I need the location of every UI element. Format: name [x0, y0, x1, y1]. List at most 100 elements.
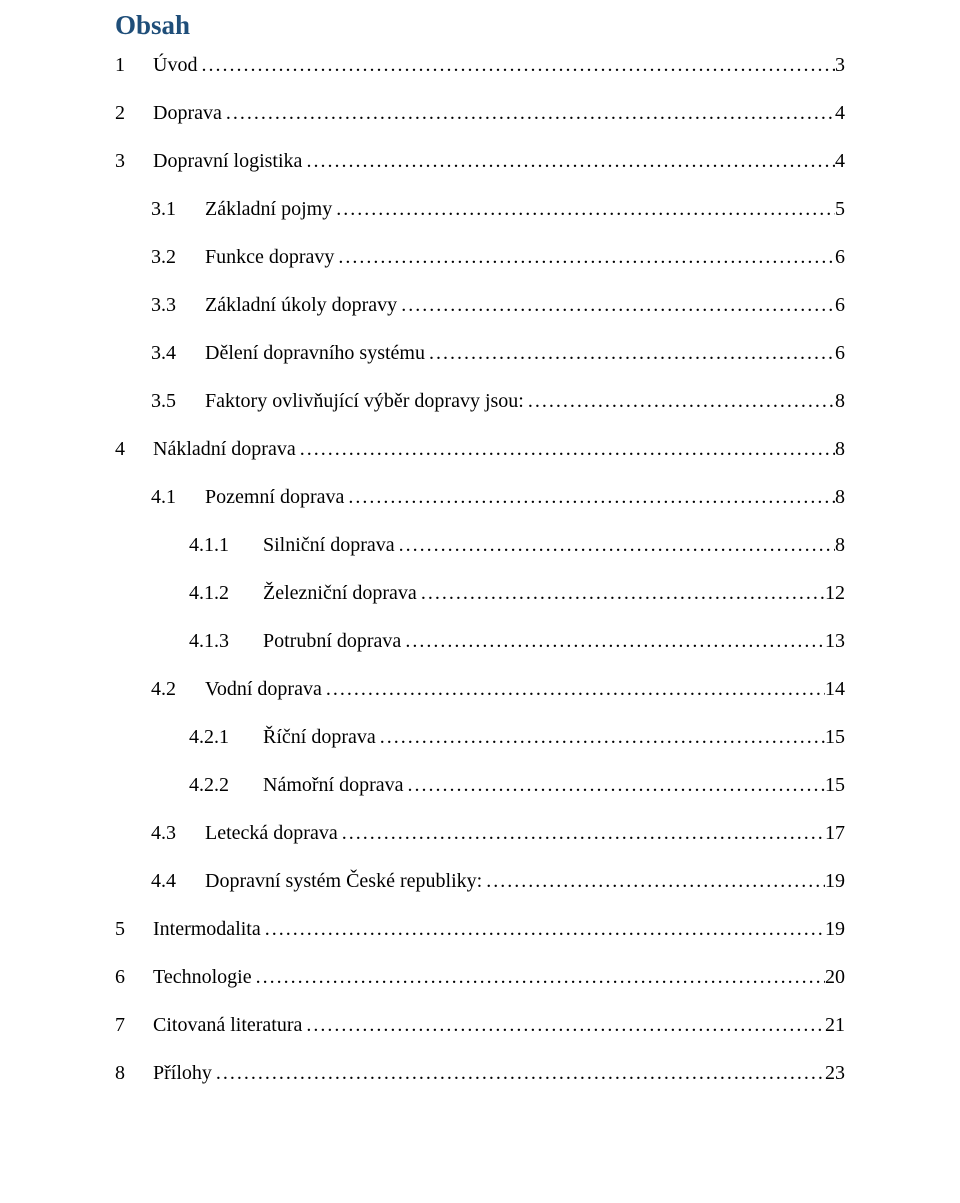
toc-leader-dots — [395, 535, 835, 555]
toc-entry-label: Funkce dopravy — [205, 247, 334, 267]
toc-entry-number: 3.3 — [151, 295, 205, 315]
toc-entry-number: 6 — [115, 967, 153, 987]
toc-entry: 6Technologie 20 — [115, 967, 845, 987]
toc-entry-number: 4.2.1 — [189, 727, 263, 747]
toc-entry-number: 3.4 — [151, 343, 205, 363]
toc-leader-dots — [401, 631, 825, 651]
toc-entry-label: Pozemní doprava — [205, 487, 344, 507]
toc-entry: 3.2Funkce dopravy 6 — [115, 247, 845, 267]
toc-entry: 4.1.2Železniční doprava 12 — [115, 583, 845, 603]
toc-leader-dots — [197, 55, 835, 75]
toc-entry: 3.4Dělení dopravního systému 6 — [115, 343, 845, 363]
toc-entry-page: 5 — [835, 199, 845, 219]
toc-entry-number: 3 — [115, 151, 153, 171]
toc-entry-label: Námořní doprava — [263, 775, 404, 795]
toc-entry-page: 12 — [825, 583, 845, 603]
toc-leader-dots — [252, 967, 825, 987]
toc-entry-number: 4 — [115, 439, 153, 459]
toc-entry-page: 20 — [825, 967, 845, 987]
toc-leader-dots — [261, 919, 825, 939]
toc-entry: 4.1.3Potrubní doprava 13 — [115, 631, 845, 651]
toc-entry-number: 4.2 — [151, 679, 205, 699]
toc-title: Obsah — [115, 10, 845, 41]
toc-entry-page: 17 — [825, 823, 845, 843]
toc-entry-number: 1 — [115, 55, 153, 75]
toc-entry-number: 3.5 — [151, 391, 205, 411]
toc-entry-label: Dopravní systém České republiky: — [205, 871, 482, 891]
toc-entry-label: Železniční doprava — [263, 583, 417, 603]
toc-entry-number: 4.1.2 — [189, 583, 263, 603]
toc-entry-page: 14 — [825, 679, 845, 699]
toc-leader-dots — [425, 343, 835, 363]
toc-entry-number: 4.4 — [151, 871, 205, 891]
toc-entry-label: Nákladní doprava — [153, 439, 296, 459]
toc-entry-label: Dopravní logistika — [153, 151, 302, 171]
toc-entry-label: Základní pojmy — [205, 199, 332, 219]
toc-leader-dots — [344, 487, 835, 507]
toc-entry-label: Základní úkoly dopravy — [205, 295, 397, 315]
toc-leader-dots — [397, 295, 835, 315]
toc-entry: 5Intermodalita 19 — [115, 919, 845, 939]
toc-entry-page: 4 — [835, 151, 845, 171]
toc-entry-page: 13 — [825, 631, 845, 651]
toc-entry-page: 8 — [835, 487, 845, 507]
toc-entry-page: 15 — [825, 727, 845, 747]
toc-entry-label: Říční doprava — [263, 727, 376, 747]
toc-entry-label: Silniční doprava — [263, 535, 395, 555]
toc-entry-number: 4.3 — [151, 823, 205, 843]
toc-entry-page: 6 — [835, 247, 845, 267]
toc-entry-page: 6 — [835, 295, 845, 315]
toc-entry-page: 21 — [825, 1015, 845, 1035]
toc-leader-dots — [332, 199, 835, 219]
toc-entry: 4.1.1Silniční doprava8 — [115, 535, 845, 555]
toc-entry-page: 19 — [825, 919, 845, 939]
toc-entry-label: Intermodalita — [153, 919, 261, 939]
toc-leader-dots — [302, 1015, 825, 1035]
toc-entry-page: 3 — [835, 55, 845, 75]
toc-leader-dots — [376, 727, 825, 747]
toc-entry-label: Technologie — [153, 967, 252, 987]
toc-entry-label: Vodní doprava — [205, 679, 322, 699]
toc-leader-dots — [302, 151, 835, 171]
toc-entry: 1Úvod3 — [115, 55, 845, 75]
toc-entry: 8Přílohy23 — [115, 1063, 845, 1083]
toc-leader-dots — [404, 775, 825, 795]
toc-entry: 3.3Základní úkoly dopravy 6 — [115, 295, 845, 315]
toc-entry: 4.1Pozemní doprava 8 — [115, 487, 845, 507]
toc-entry-number: 5 — [115, 919, 153, 939]
toc-entry-number: 8 — [115, 1063, 153, 1083]
toc-entry-number: 3.1 — [151, 199, 205, 219]
toc-entry: 4.2Vodní doprava 14 — [115, 679, 845, 699]
toc-entry: 4.2.1Říční doprava 15 — [115, 727, 845, 747]
toc-leader-dots — [322, 679, 825, 699]
toc-entry-page: 6 — [835, 343, 845, 363]
toc-entry-page: 19 — [825, 871, 845, 891]
toc-entry: 2Doprava4 — [115, 103, 845, 123]
toc-entry: 3.5Faktory ovlivňující výběr dopravy jso… — [115, 391, 845, 411]
toc-entry-number: 4.1 — [151, 487, 205, 507]
toc-entry-label: Faktory ovlivňující výběr dopravy jsou: — [205, 391, 524, 411]
toc-leader-dots — [222, 103, 835, 123]
toc-entry-number: 4.2.2 — [189, 775, 263, 795]
toc-entry-page: 8 — [835, 439, 845, 459]
toc-entry-page: 8 — [835, 391, 845, 411]
toc-entry: 4.2.2Námořní doprava15 — [115, 775, 845, 795]
toc-leader-dots — [212, 1063, 825, 1083]
toc-entry-number: 3.2 — [151, 247, 205, 267]
toc-leader-dots — [334, 247, 835, 267]
toc-entry: 4.3Letecká doprava 17 — [115, 823, 845, 843]
toc-entry-number: 7 — [115, 1015, 153, 1035]
toc-entry: 3Dopravní logistika 4 — [115, 151, 845, 171]
toc-entry-label: Potrubní doprava — [263, 631, 401, 651]
toc-list: 1Úvod32Doprava43Dopravní logistika43.1Zá… — [115, 55, 845, 1083]
toc-entry: 4.4Dopravní systém České republiky: 19 — [115, 871, 845, 891]
toc-entry-label: Citovaná literatura — [153, 1015, 302, 1035]
toc-entry-label: Letecká doprava — [205, 823, 338, 843]
toc-leader-dots — [482, 871, 825, 891]
toc-entry-label: Dělení dopravního systému — [205, 343, 425, 363]
toc-entry-number: 2 — [115, 103, 153, 123]
toc-entry-label: Přílohy — [153, 1063, 212, 1083]
toc-leader-dots — [338, 823, 825, 843]
toc-entry-number: 4.1.3 — [189, 631, 263, 651]
toc-entry: 4Nákladní doprava 8 — [115, 439, 845, 459]
